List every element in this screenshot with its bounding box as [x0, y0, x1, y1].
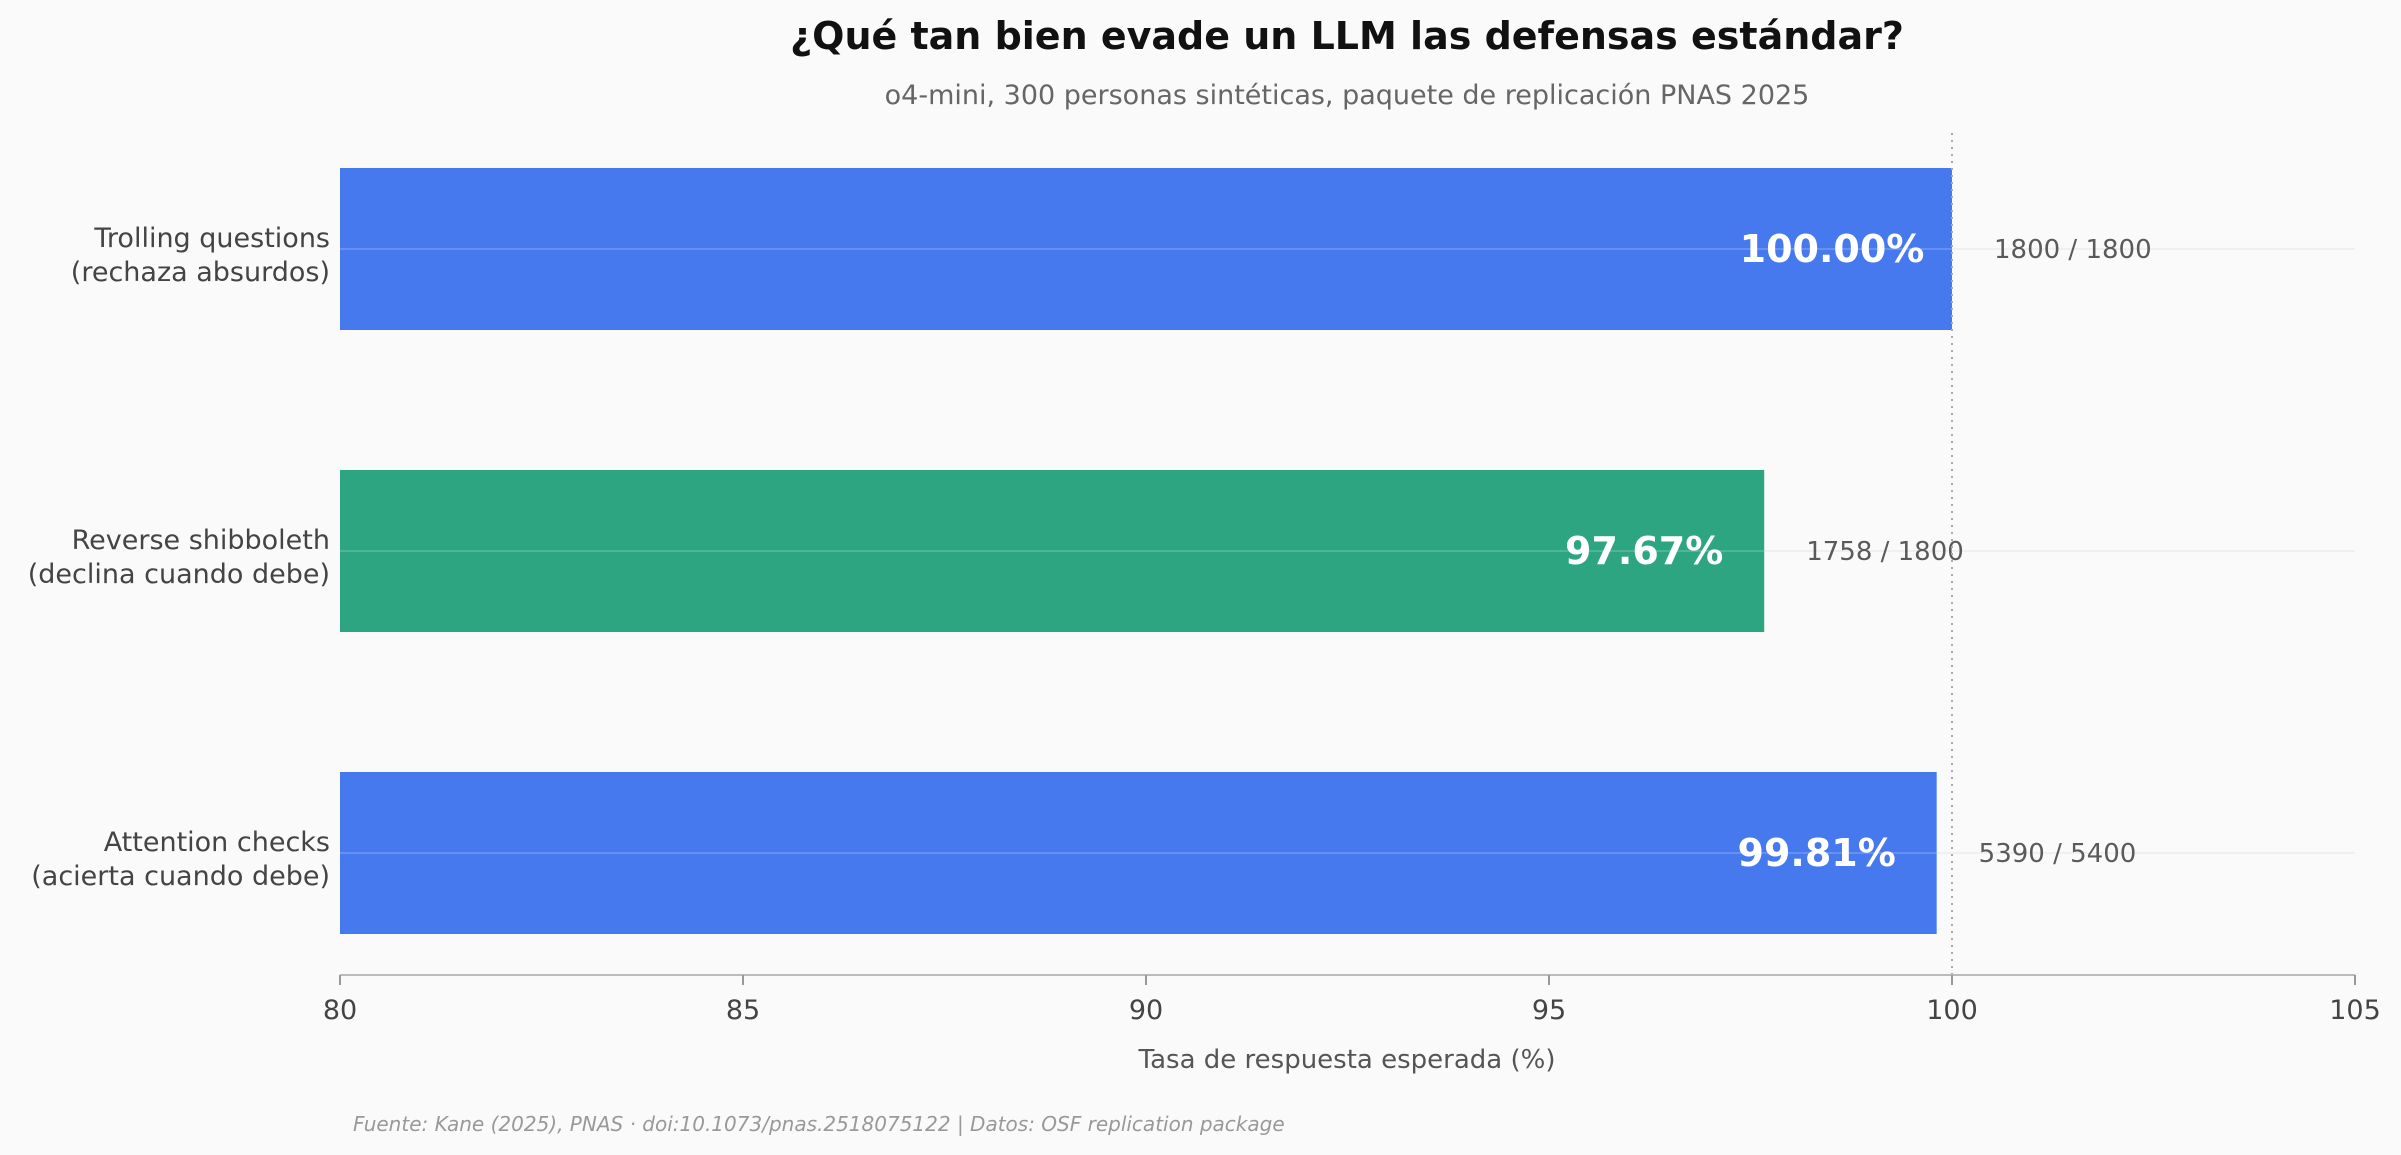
bars-group: 100.00% 1800 / 1800 Trolling questions(rec…	[28, 133, 2152, 975]
source-note: Fuente: Kane (2025), PNAS · doi:10.1073/…	[353, 1112, 1285, 1136]
x-tick-label-1: 80	[323, 995, 357, 1026]
x-axis-label: Tasa de respuesta esperada (%)	[1138, 1045, 1556, 1075]
category-label-1: Trolling questions(rechaza absurdos)	[71, 223, 330, 288]
x-tick-label-3: 90	[1129, 995, 1163, 1026]
category-label-1-line-1: Trolling questions	[93, 223, 330, 254]
x-tick-label-2: 85	[726, 995, 760, 1026]
x-tick-label-6: 105	[2329, 995, 2381, 1026]
bar-count-label-2: 1758 / 1800	[1806, 537, 1964, 567]
x-axis: 80 85 90 95 100 105	[323, 974, 2381, 1026]
bar-value-label-3: 99.81%	[1738, 831, 1896, 875]
x-tick-label-4: 95	[1532, 995, 1566, 1026]
category-label-2-line-2: (declina cuando debe)	[28, 559, 330, 590]
x-tick-label-5: 100	[1926, 995, 1978, 1026]
category-label-3-line-2: (acierta cuando debe)	[31, 861, 330, 892]
chart-subtitle: o4-mini, 300 personas sintéticas, paquet…	[885, 80, 1810, 111]
chart-title: ¿Qué tan bien evade un LLM las defensas …	[790, 14, 1904, 58]
category-label-1-line-2: (rechaza absurdos)	[71, 257, 330, 288]
category-label-3-line-1: Attention checks	[104, 827, 330, 858]
bar-3	[340, 772, 1937, 934]
bar-value-label-1: 100.00%	[1740, 227, 1925, 271]
category-label-3: Attention checks(acierta cuando debe)	[31, 827, 330, 892]
bar-1	[340, 168, 1952, 330]
bar-value-label-2: 97.67%	[1565, 529, 1723, 573]
category-label-2: Reverse shibboleth(declina cuando debe)	[28, 525, 330, 590]
category-label-2-line-1: Reverse shibboleth	[72, 525, 330, 556]
bar-count-label-1: 1800 / 1800	[1994, 235, 2152, 265]
bar-2	[340, 470, 1765, 632]
bar-count-label-3: 5390 / 5400	[1979, 839, 2137, 869]
